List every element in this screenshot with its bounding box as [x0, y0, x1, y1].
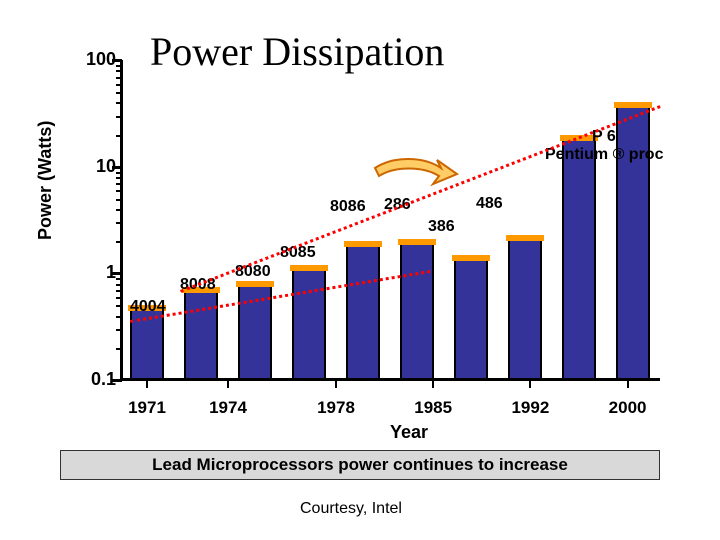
bar [562, 135, 595, 380]
bar [508, 235, 541, 380]
y-tick-label: 10 [96, 156, 116, 177]
swoosh-arrow-icon [365, 150, 465, 210]
caption-text: Lead Microprocessors power continues to … [152, 455, 568, 475]
bar [454, 255, 487, 380]
bar [400, 239, 433, 380]
x-tick-label: 1978 [317, 398, 355, 418]
bar [616, 102, 649, 380]
y-tick-label: 0.1 [91, 369, 116, 390]
bar [346, 241, 379, 380]
series-label: 386 [428, 218, 455, 236]
series-label: 486 [476, 195, 503, 213]
credit-text: Courtesy, Intel [300, 500, 402, 518]
caption-box: Lead Microprocessors power continues to … [60, 450, 660, 480]
bar [292, 265, 325, 380]
y-tick-label: 100 [86, 49, 116, 70]
x-axis-label: Year [390, 422, 428, 443]
bar [238, 281, 271, 380]
x-tick-label: 1985 [414, 398, 452, 418]
y-tick-label: 1 [106, 262, 116, 283]
series-label: 8086 [330, 198, 366, 216]
x-tick-label: 2000 [609, 398, 647, 418]
x-tick-label: 1974 [209, 398, 247, 418]
series-label: Pentium ® proc [545, 146, 663, 164]
x-tick-label: 1971 [128, 398, 166, 418]
chart-plot-area [120, 60, 660, 380]
x-tick-label: 1992 [511, 398, 549, 418]
series-label: 4004 [130, 298, 166, 316]
y-axis-label: Power (Watts) [35, 121, 56, 240]
bar [184, 287, 217, 380]
